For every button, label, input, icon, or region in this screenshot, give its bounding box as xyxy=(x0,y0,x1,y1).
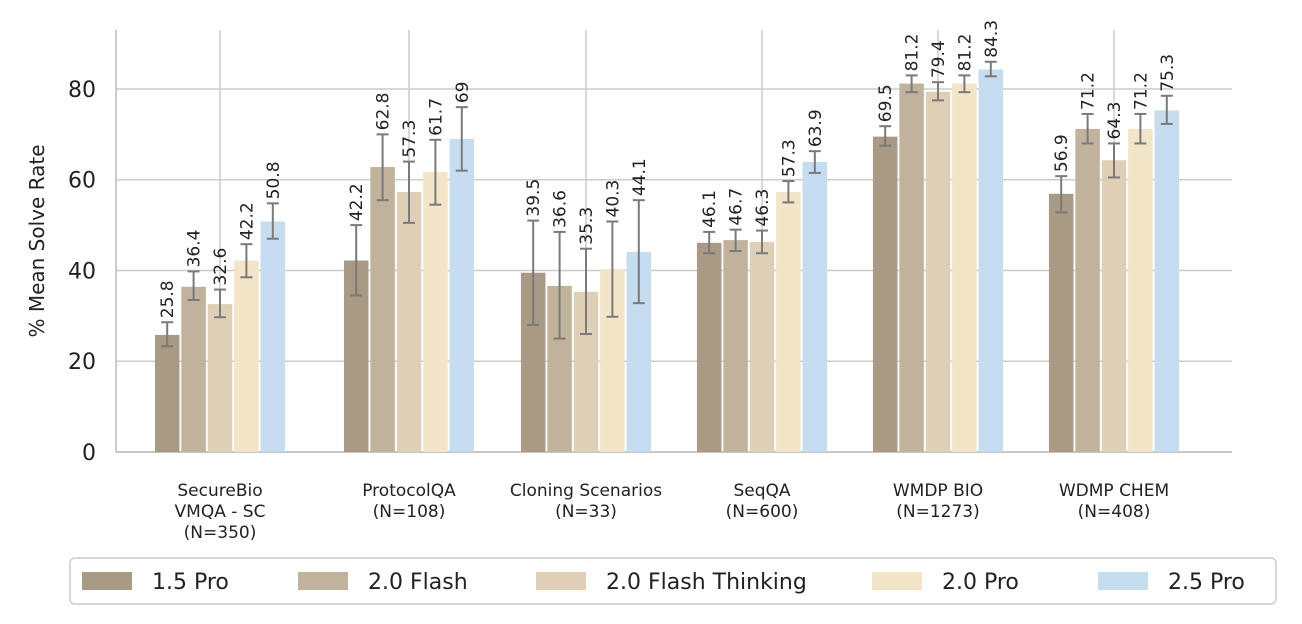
bar xyxy=(1101,160,1127,452)
bar xyxy=(802,162,828,452)
bar xyxy=(370,167,395,452)
category-label-line: SeqQA xyxy=(733,481,790,501)
bar xyxy=(776,191,801,453)
data-label: 36.6 xyxy=(551,190,571,228)
data-label: 56.9 xyxy=(1052,134,1072,172)
category-label: SeqQA (N=600) xyxy=(726,481,799,522)
bar xyxy=(1128,128,1153,453)
category-label-line: WMDP BIO xyxy=(893,481,983,501)
data-label: 39.5 xyxy=(524,179,544,217)
category-label-line: (N=350) xyxy=(184,523,257,543)
legend-label: 2.0 Flash Thinking xyxy=(606,570,807,595)
category-label: ProtocolQA (N=108) xyxy=(362,481,456,522)
data-label: 35.3 xyxy=(577,207,597,245)
y-tick-label: 80 xyxy=(68,78,96,103)
category-label-line: Cloning Scenarios xyxy=(510,481,662,501)
y-tick-label: 60 xyxy=(68,169,96,194)
data-label: 36.4 xyxy=(185,230,205,268)
data-label: 50.8 xyxy=(264,161,284,199)
bar xyxy=(1154,110,1180,452)
bar xyxy=(234,260,259,452)
y-tick-label: 20 xyxy=(68,350,96,375)
data-label: 57.3 xyxy=(779,139,799,177)
category-label-line: (N=1273) xyxy=(896,502,980,522)
bar xyxy=(449,138,475,452)
category-label: Cloning Scenarios (N=33) xyxy=(510,481,662,522)
data-label: 81.2 xyxy=(903,34,923,72)
bars xyxy=(154,69,1180,453)
bar xyxy=(723,240,748,452)
category-label: WDMP CHEM (N=408) xyxy=(1059,481,1169,522)
data-label: 84.3 xyxy=(982,20,1002,58)
bar xyxy=(749,241,775,452)
bar xyxy=(207,304,233,452)
data-label: 69.5 xyxy=(876,84,896,122)
data-label: 69 xyxy=(453,81,473,103)
category-label-line: (N=408) xyxy=(1078,502,1151,522)
bar xyxy=(181,286,206,452)
legend-swatch xyxy=(1098,572,1148,590)
legend-label: 2.0 Pro xyxy=(942,570,1019,595)
data-label: 64.3 xyxy=(1105,102,1125,140)
bar xyxy=(154,334,180,452)
legend: 1.5 Pro 2.0 Flash 2.0 Flash Thinking 2.0 Pr… xyxy=(69,557,1277,605)
bar xyxy=(872,136,898,453)
data-label: 79.4 xyxy=(929,40,949,78)
legend-swatch xyxy=(82,572,132,590)
legend-box xyxy=(69,557,1277,605)
bar xyxy=(696,242,722,452)
legend-label: 2.0 Flash xyxy=(368,570,468,595)
data-label: 57.3 xyxy=(400,120,420,158)
data-label: 62.8 xyxy=(374,93,394,131)
bar xyxy=(925,91,951,453)
data-label: 63.9 xyxy=(806,109,826,147)
data-label: 42.2 xyxy=(237,202,257,240)
data-label: 25.8 xyxy=(158,280,178,318)
category-label: SecureBio VMQA - SC (N=350) xyxy=(175,481,266,543)
y-tick-label: 0 xyxy=(82,441,96,466)
bar xyxy=(396,191,422,453)
legend-label: 1.5 Pro xyxy=(152,570,229,595)
data-label: 81.2 xyxy=(955,34,975,72)
data-label: 46.1 xyxy=(700,190,720,228)
category-label-line: (N=600) xyxy=(726,502,799,522)
data-label: 71.2 xyxy=(1079,72,1099,110)
category-label-line: ProtocolQA xyxy=(362,481,456,501)
data-label: 61.7 xyxy=(426,98,446,136)
bar xyxy=(952,83,977,453)
data-label: 42.2 xyxy=(347,183,367,221)
category-label-line: (N=33) xyxy=(555,502,617,522)
data-labels: 25.8 42.2 39.5 46.1 69.5 56.9 36.4 62.8 36.6 46.7… xyxy=(158,20,1178,318)
bar xyxy=(260,221,286,452)
category-label-line: VMQA - SC xyxy=(175,502,266,522)
data-label: 46.3 xyxy=(753,189,773,227)
bar xyxy=(899,83,924,453)
category-label: WMDP BIO (N=1273) xyxy=(893,481,983,522)
bar xyxy=(978,69,1004,452)
error-bars xyxy=(161,60,1173,348)
data-label: 44.1 xyxy=(630,158,650,196)
data-label: 71.2 xyxy=(1131,72,1151,110)
data-label: 32.6 xyxy=(211,248,231,286)
data-label: 75.3 xyxy=(1158,54,1178,92)
legend-swatch xyxy=(536,572,586,590)
data-label: 40.3 xyxy=(603,180,623,218)
data-label: 46.7 xyxy=(727,188,747,226)
bar xyxy=(1048,193,1074,453)
category-label-line: SecureBio xyxy=(177,481,262,501)
category-label-line: WDMP CHEM xyxy=(1059,481,1169,501)
legend-swatch xyxy=(872,572,922,590)
y-tick-label: 40 xyxy=(68,259,96,284)
bar xyxy=(423,172,448,452)
legend-swatch xyxy=(298,572,348,590)
legend-label: 2.5 Pro xyxy=(1168,570,1245,595)
gridlines xyxy=(116,30,1232,453)
category-label-line: (N=108) xyxy=(373,502,446,522)
bar xyxy=(1075,128,1100,453)
y-axis-label: % Mean Solve Rate xyxy=(25,144,49,337)
